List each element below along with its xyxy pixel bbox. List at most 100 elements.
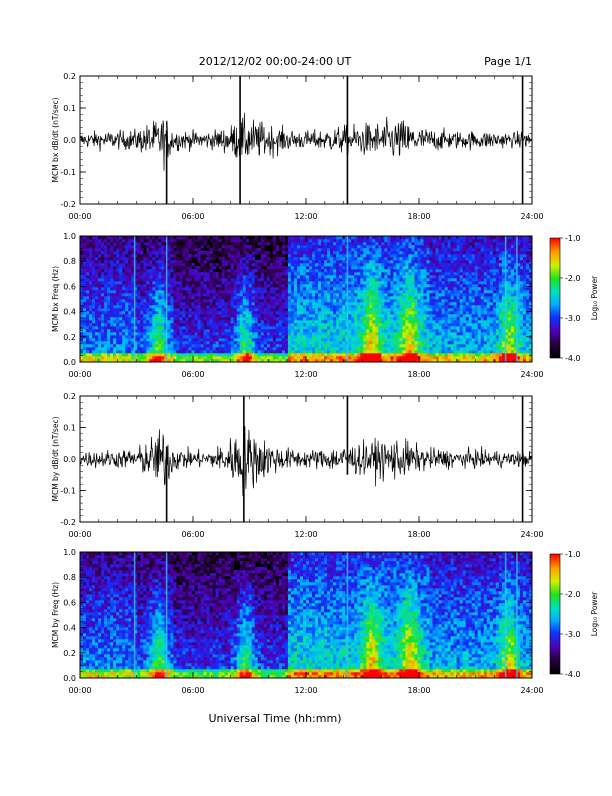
heatmap-cell <box>312 239 315 242</box>
heatmap-cell <box>351 311 354 314</box>
heatmap-cell <box>113 248 116 251</box>
heatmap-cell <box>92 242 95 245</box>
heatmap-cell <box>276 320 279 323</box>
heatmap-cell <box>436 293 439 296</box>
heatmap-cell <box>318 296 321 299</box>
heatmap-cell <box>396 275 399 278</box>
heatmap-cell <box>195 335 198 338</box>
heatmap-cell <box>231 293 234 296</box>
heatmap-cell <box>143 272 146 275</box>
heatmap-cell <box>309 344 312 347</box>
heatmap-cell <box>436 353 439 356</box>
heatmap-cell <box>89 254 92 257</box>
heatmap-cell <box>366 275 369 278</box>
heatmap-cell <box>318 317 321 320</box>
heatmap-cell <box>411 299 414 302</box>
heatmap-cell <box>318 275 321 278</box>
heatmap-cell <box>240 332 243 335</box>
heatmap-cell <box>390 302 393 305</box>
heatmap-cell <box>399 257 402 260</box>
heatmap-cell <box>83 305 86 308</box>
heatmap-cell <box>140 263 143 266</box>
heatmap-cell <box>225 290 228 293</box>
heatmap-cell <box>237 266 240 269</box>
heatmap-cell <box>297 305 300 308</box>
heatmap-cell <box>339 293 342 296</box>
heatmap-cell <box>372 269 375 272</box>
heatmap-cell <box>219 251 222 254</box>
heatmap-cell <box>282 353 285 356</box>
heatmap-cell <box>155 254 158 257</box>
heatmap-cell <box>375 338 378 341</box>
heatmap-cell <box>436 335 439 338</box>
heatmap-cell <box>421 284 424 287</box>
heatmap-cell <box>384 248 387 251</box>
heatmap-cell <box>408 296 411 299</box>
heatmap-cell <box>237 332 240 335</box>
heatmap-cell <box>113 335 116 338</box>
heatmap-cell <box>167 353 170 356</box>
heatmap-cell <box>258 269 261 272</box>
heatmap-cell <box>228 335 231 338</box>
heatmap-cell <box>252 311 255 314</box>
heatmap-cell <box>366 356 369 359</box>
heatmap-cell <box>264 263 267 266</box>
heatmap-cell <box>110 263 113 266</box>
heatmap-cell <box>86 350 89 353</box>
heatmap-cell <box>273 320 276 323</box>
heatmap-cell <box>324 281 327 284</box>
heatmap-cell <box>300 326 303 329</box>
heatmap-cell <box>249 305 252 308</box>
heatmap-cell <box>375 293 378 296</box>
heatmap-cell <box>354 248 357 251</box>
heatmap-cell <box>288 326 291 329</box>
heatmap-cell <box>188 329 191 332</box>
heatmap-cell <box>143 281 146 284</box>
heatmap-cell <box>372 326 375 329</box>
heatmap-cell <box>312 278 315 281</box>
heatmap-cell <box>306 311 309 314</box>
heatmap-cell <box>324 254 327 257</box>
heatmap-cell <box>294 263 297 266</box>
heatmap-cell <box>204 326 207 329</box>
heatmap-cell <box>354 239 357 242</box>
heatmap-cell <box>421 302 424 305</box>
heatmap-cell <box>86 326 89 329</box>
heatmap-cell <box>86 290 89 293</box>
heatmap-cell <box>267 350 270 353</box>
heatmap-cell <box>185 332 188 335</box>
heatmap-cell <box>273 299 276 302</box>
heatmap-cell <box>137 353 140 356</box>
heatmap-cell <box>225 335 228 338</box>
heatmap-cell <box>222 302 225 305</box>
heatmap-cell <box>231 311 234 314</box>
heatmap-cell <box>393 317 396 320</box>
heatmap-cell <box>384 350 387 353</box>
heatmap-cell <box>116 332 119 335</box>
heatmap-cell <box>113 323 116 326</box>
heatmap-cell <box>414 350 417 353</box>
heatmap-cell <box>210 329 213 332</box>
heatmap-cell <box>282 299 285 302</box>
heatmap-cell <box>285 353 288 356</box>
heatmap-cell <box>204 356 207 359</box>
heatmap-cell <box>182 299 185 302</box>
heatmap-cell <box>333 254 336 257</box>
heatmap-cell <box>309 278 312 281</box>
heatmap-cell <box>414 305 417 308</box>
heatmap-cell <box>339 242 342 245</box>
heatmap-cell <box>204 284 207 287</box>
heatmap-cell <box>249 320 252 323</box>
heatmap-cell <box>324 260 327 263</box>
heatmap-cell <box>381 317 384 320</box>
heatmap-cell <box>312 254 315 257</box>
heatmap-cell <box>113 272 116 275</box>
heatmap-cell <box>360 356 363 359</box>
heatmap-cell <box>324 311 327 314</box>
heatmap-cell <box>427 257 430 260</box>
heatmap-cell <box>427 290 430 293</box>
heatmap-cell <box>414 257 417 260</box>
heatmap-cell <box>312 356 315 359</box>
heatmap-cell <box>116 347 119 350</box>
heatmap-cell <box>417 254 420 257</box>
